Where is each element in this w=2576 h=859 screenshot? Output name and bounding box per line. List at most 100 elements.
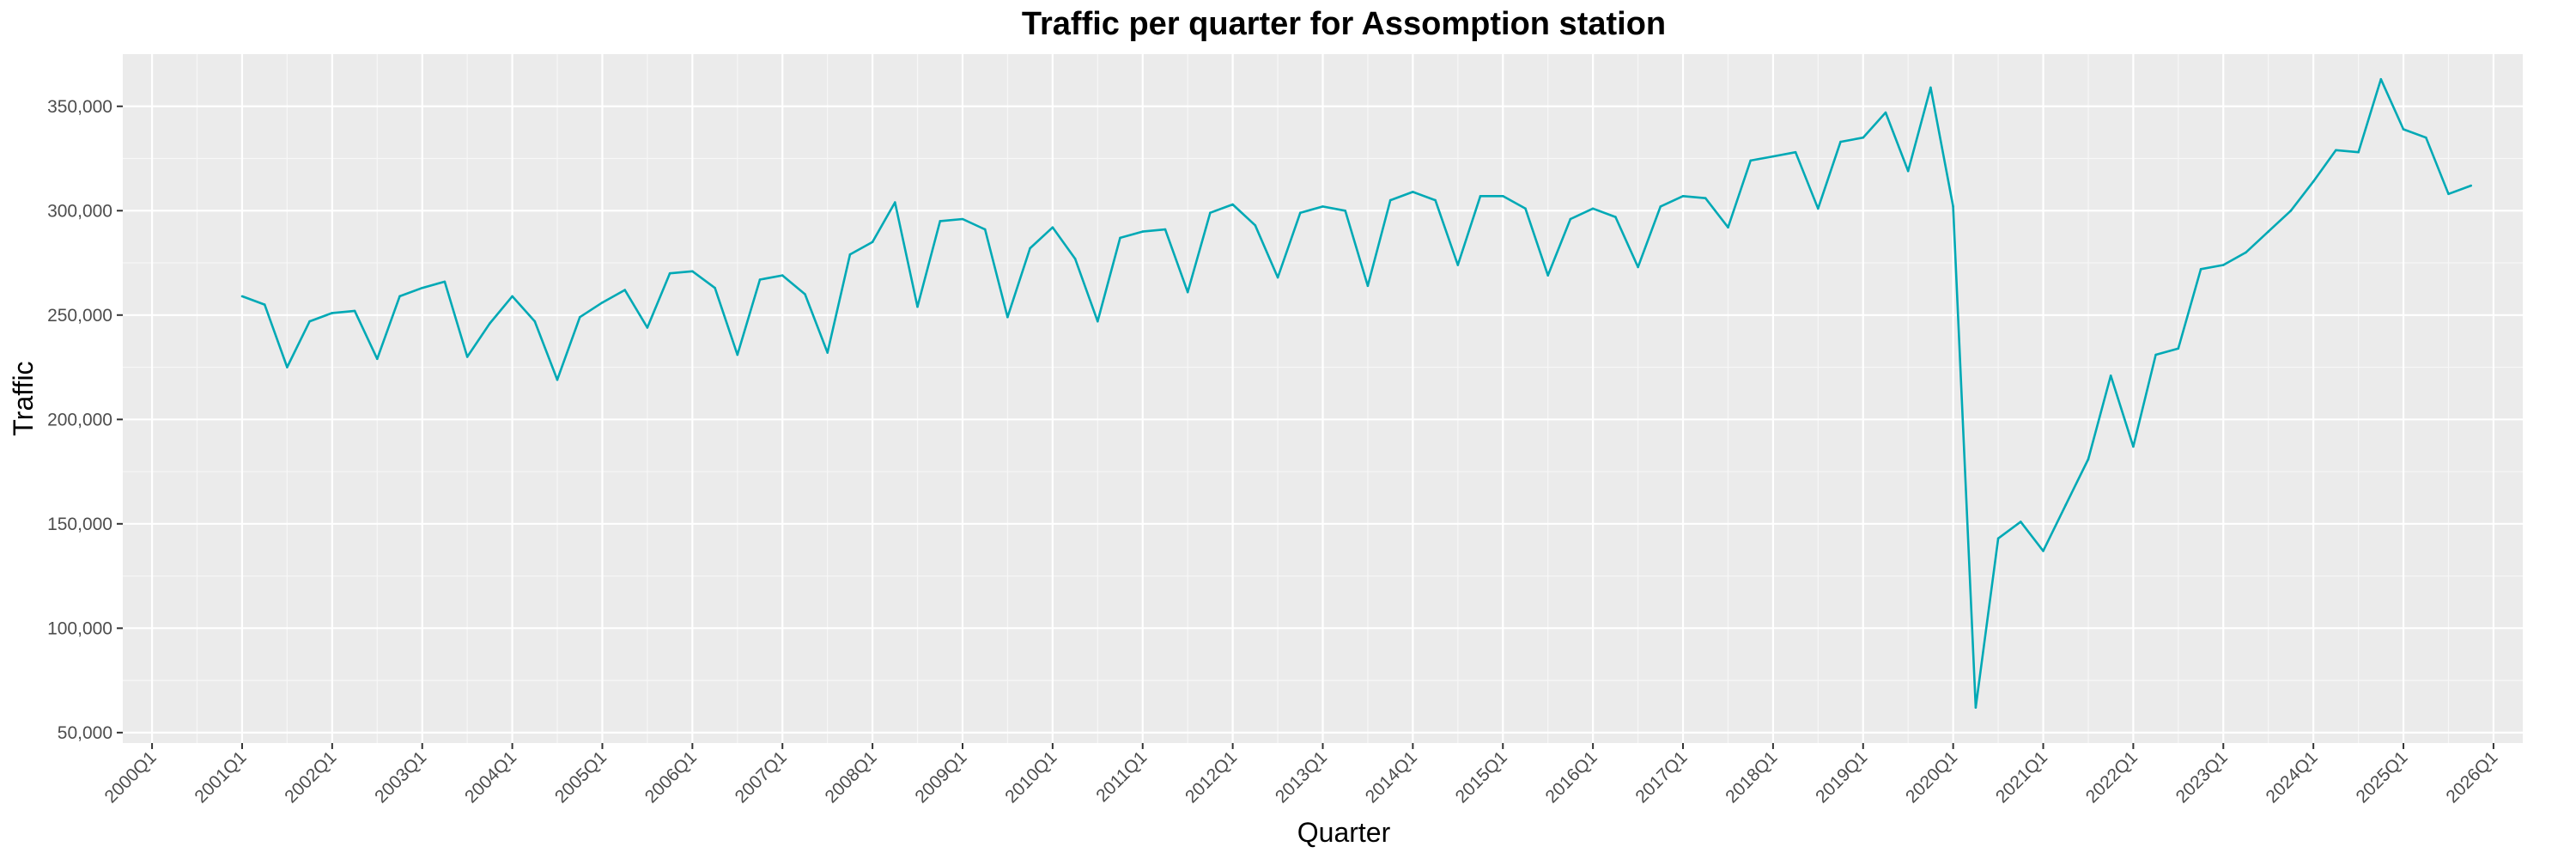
data-point	[1051, 226, 1054, 229]
data-point	[1479, 195, 1482, 198]
data-point	[1366, 284, 1370, 288]
y-axis-title: Traffic	[8, 361, 39, 436]
x-tick-label: 2009Q1	[911, 747, 970, 807]
data-point	[939, 220, 942, 222]
x-tick-label: 2020Q1	[1902, 747, 1961, 807]
y-tick-label: 50,000	[58, 723, 112, 743]
x-tick-label: 2015Q1	[1452, 747, 1511, 807]
data-point	[240, 295, 244, 298]
x-tick-label: 2004Q1	[461, 747, 520, 807]
data-point	[2470, 184, 2472, 187]
x-tick-label: 2010Q1	[1001, 747, 1060, 807]
data-point	[2222, 264, 2225, 266]
x-axis-title: Quarter	[1297, 817, 1391, 848]
data-point	[353, 309, 356, 313]
data-point	[1974, 706, 1978, 709]
data-point	[579, 315, 581, 319]
data-point	[848, 253, 852, 256]
data-point	[308, 320, 311, 323]
x-tick-label: 2019Q1	[1812, 747, 1871, 807]
x-tick-label: 2000Q1	[101, 747, 161, 807]
data-point	[2312, 180, 2315, 183]
data-point	[1659, 205, 1662, 208]
data-point	[263, 303, 266, 306]
major-gridlines	[123, 54, 2523, 743]
data-point	[1546, 274, 1549, 277]
data-point	[2177, 347, 2180, 350]
data-point	[1141, 230, 1144, 233]
x-tick-label: 2003Q1	[371, 747, 430, 807]
data-point	[1388, 198, 1392, 202]
data-point	[398, 295, 401, 298]
data-point	[1749, 159, 1752, 162]
data-point	[781, 274, 784, 277]
y-tick-label: 200,000	[47, 410, 112, 430]
data-point	[2447, 192, 2450, 196]
data-point	[2020, 521, 2022, 523]
x-tick-label: 2026Q1	[2442, 747, 2501, 807]
data-point	[1029, 247, 1031, 250]
data-point	[1186, 290, 1189, 294]
data-point	[1209, 211, 1212, 214]
data-point	[1163, 228, 1167, 231]
x-tick-label: 2001Q1	[191, 747, 250, 807]
data-point	[1771, 155, 1775, 158]
data-point	[1524, 207, 1527, 210]
data-point	[1502, 195, 1504, 198]
data-point	[1839, 140, 1842, 143]
data-point	[1817, 207, 1820, 210]
y-tick-label: 350,000	[47, 97, 112, 117]
x-tick-label: 2021Q1	[1992, 747, 2051, 807]
x-axis: 2000Q1 2001Q1 2002Q1 2003Q1 2004Q1 2005Q1 2006…	[101, 743, 2501, 807]
data-point	[2109, 375, 2112, 377]
data-point	[1299, 211, 1302, 214]
data-point	[1591, 207, 1595, 210]
data-point	[983, 228, 987, 231]
chart-title: Traffic per quarter for Assomption stati…	[1022, 6, 1666, 42]
x-tick-label: 2014Q1	[1362, 747, 1421, 807]
data-point	[961, 217, 964, 221]
data-point	[2132, 445, 2135, 448]
x-tick-label: 2022Q1	[2082, 747, 2142, 807]
data-point	[376, 357, 379, 361]
data-point	[2289, 210, 2293, 212]
data-point	[1794, 150, 1797, 154]
data-point	[1434, 198, 1437, 202]
data-point	[1276, 276, 1279, 279]
data-point	[1321, 205, 1324, 208]
data-point	[1681, 195, 1685, 198]
data-point	[2379, 77, 2383, 81]
data-point	[623, 289, 626, 291]
data-point	[465, 356, 469, 358]
data-point	[1906, 169, 1910, 173]
data-point	[443, 280, 447, 283]
data-point	[714, 286, 716, 289]
x-tick-label: 2023Q1	[2172, 747, 2232, 807]
data-point	[1231, 203, 1234, 206]
data-point	[1996, 537, 2000, 540]
data-point	[601, 301, 604, 304]
data-point	[646, 326, 649, 329]
data-point	[2154, 353, 2157, 356]
data-point	[736, 353, 739, 356]
x-tick-label: 2008Q1	[822, 747, 881, 807]
data-point	[2402, 128, 2405, 131]
x-tick-label: 2017Q1	[1631, 747, 1691, 807]
x-tick-label: 2012Q1	[1182, 747, 1241, 807]
x-tick-label: 2007Q1	[732, 747, 791, 807]
data-point	[421, 286, 424, 289]
data-point	[1097, 320, 1099, 323]
data-point	[668, 271, 671, 275]
x-tick-label: 2005Q1	[551, 747, 611, 807]
data-point	[2199, 268, 2202, 271]
y-tick-label: 300,000	[47, 201, 112, 221]
data-point	[556, 378, 559, 381]
data-point	[1119, 236, 1121, 240]
data-point	[1456, 264, 1460, 266]
y-tick-label: 100,000	[47, 618, 112, 638]
data-point	[1929, 86, 1932, 89]
x-tick-label: 2024Q1	[2263, 747, 2322, 807]
data-point	[1614, 216, 1617, 218]
data-point	[871, 241, 874, 244]
